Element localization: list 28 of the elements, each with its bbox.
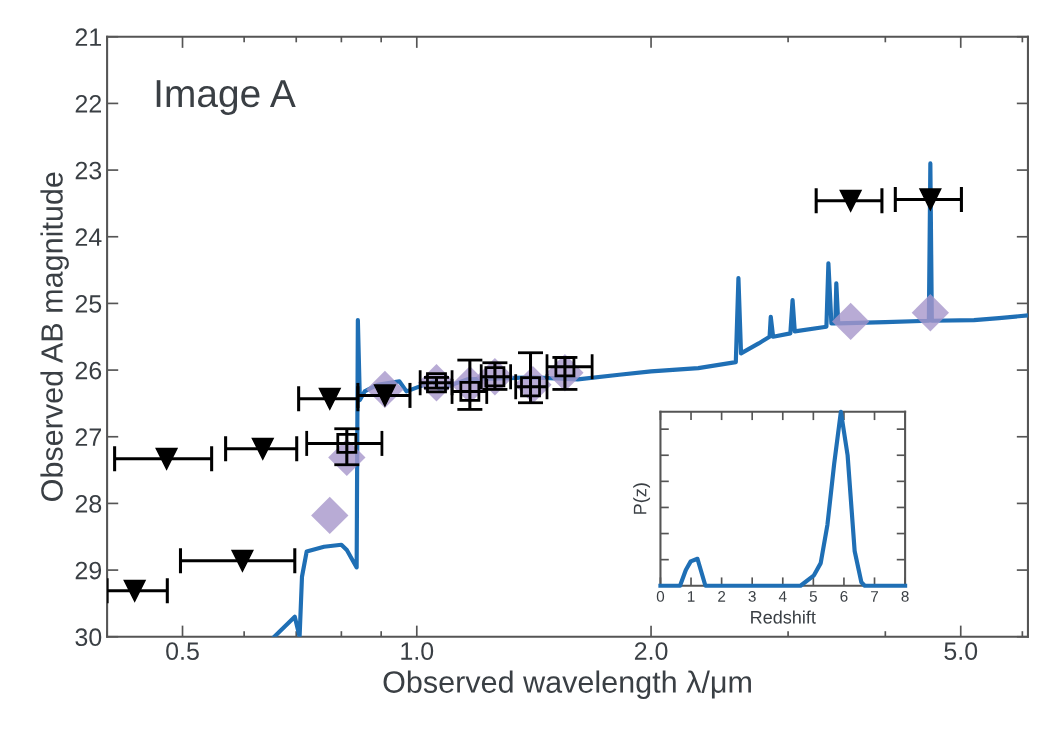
annotation: Image A: [156, 80, 296, 115]
y-tick-label: 25: [75, 295, 102, 313]
y-tick-label: 30: [75, 628, 102, 647]
x-tick-label: 0.5: [166, 642, 199, 660]
x-tick-label: 6: [840, 591, 848, 602]
y-tick-label: 24: [75, 228, 102, 246]
x-tick-label: 2: [718, 591, 726, 602]
x-axis-title: Observed wavelength λ/μm: [383, 670, 751, 699]
y-tick-label: 23: [75, 161, 102, 180]
x-tick-label: 3: [748, 591, 756, 602]
y-tick-label: 27: [75, 428, 101, 446]
y-tick-label: 28: [75, 495, 102, 513]
x-tick-label: 0: [656, 591, 665, 602]
y-tick-label: 22: [75, 95, 101, 113]
y-axis-title: P(z): [633, 483, 651, 514]
x-tick-label: 7: [871, 591, 878, 602]
y-tick-label: 26: [75, 361, 102, 380]
x-tick-label: 1.0: [401, 642, 434, 660]
x-tick-label: 4: [778, 591, 787, 602]
y-tick-label: 21: [75, 28, 102, 46]
x-tick-label: 8: [901, 591, 909, 602]
x-tick-label: 5.0: [944, 642, 978, 660]
x-tick-label: 5: [809, 591, 817, 602]
x-tick-label: 1: [687, 591, 695, 602]
x-tick-label: 2.0: [634, 642, 668, 660]
y-tick-label: 29: [75, 561, 102, 580]
x-axis-title: Redshift: [751, 610, 816, 624]
y-axis-title: Observed AB magnitude: [40, 172, 69, 501]
